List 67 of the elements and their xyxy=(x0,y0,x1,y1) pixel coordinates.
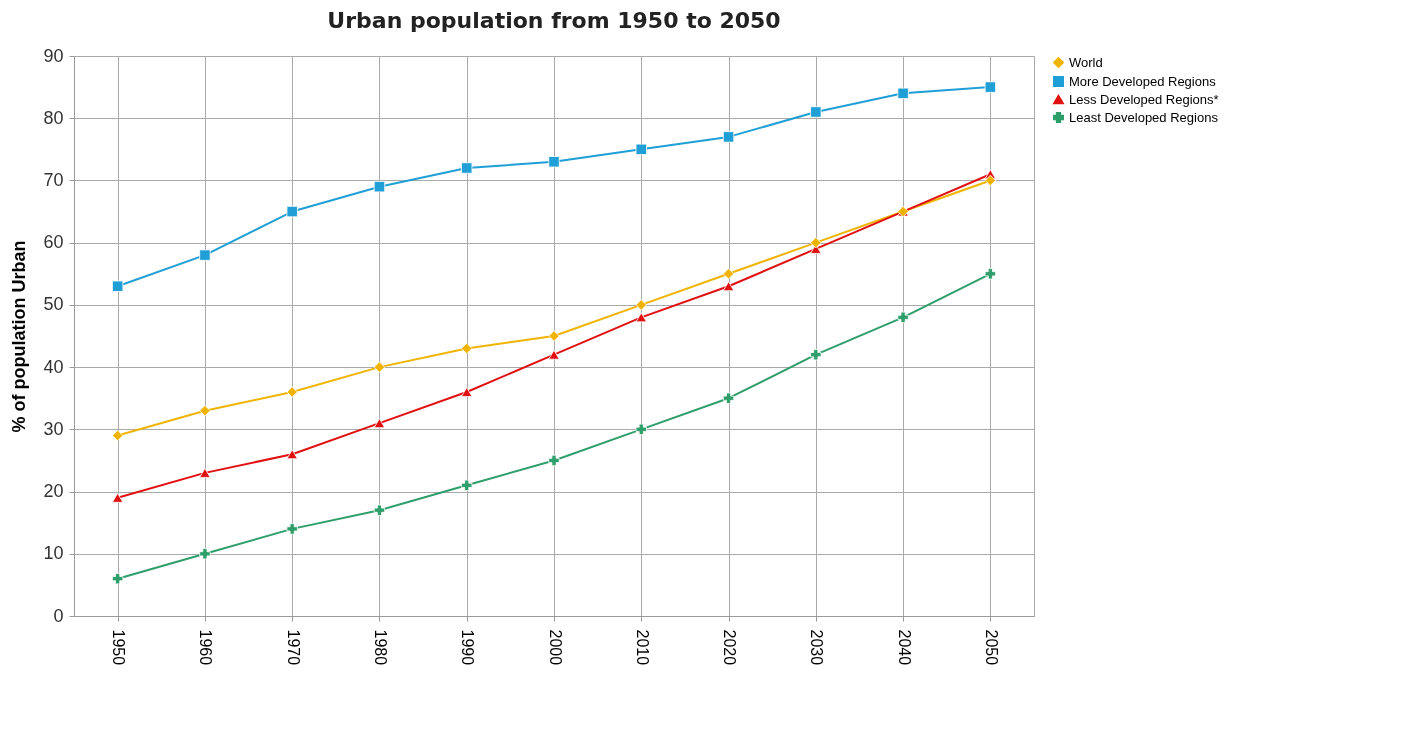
point xyxy=(461,162,473,174)
y-axis-title: % of population Urban xyxy=(9,240,30,433)
point xyxy=(199,467,211,478)
point xyxy=(810,237,822,249)
point xyxy=(635,312,647,323)
y-tick-label: 60 xyxy=(43,232,64,253)
point xyxy=(548,349,560,360)
x-tick-label: 1970 xyxy=(284,629,302,666)
point xyxy=(461,387,473,397)
point xyxy=(897,311,909,323)
point xyxy=(810,349,822,361)
point xyxy=(199,548,211,560)
point xyxy=(984,174,997,187)
y-tick-label: 80 xyxy=(43,107,64,128)
point xyxy=(635,143,647,155)
x-tick-label: 2010 xyxy=(633,629,651,666)
point xyxy=(548,330,560,342)
point xyxy=(897,87,909,99)
point xyxy=(111,280,124,292)
y-tick-label: 40 xyxy=(43,356,64,377)
x-tick-label: 1990 xyxy=(459,629,477,666)
point xyxy=(984,81,997,93)
point xyxy=(373,418,386,429)
y-tick-label: 70 xyxy=(43,169,64,190)
legend-label: Least Developed Regions xyxy=(1069,109,1219,125)
point xyxy=(286,523,298,535)
point xyxy=(111,492,124,503)
point xyxy=(461,479,473,491)
point xyxy=(810,106,822,118)
y-tick-label: 50 xyxy=(43,294,64,315)
y-tick-label: 30 xyxy=(43,418,64,439)
y-tick-label: 0 xyxy=(53,605,64,626)
x-tick-label: 2040 xyxy=(895,629,913,666)
point xyxy=(548,454,560,467)
point xyxy=(373,181,386,193)
point xyxy=(548,156,560,168)
point xyxy=(111,573,124,585)
x-tick-label: 1950 xyxy=(110,629,128,666)
point xyxy=(373,504,386,516)
y-tick-label: 20 xyxy=(43,481,64,502)
point xyxy=(461,342,473,355)
x-tick-label: 2000 xyxy=(546,629,564,666)
point xyxy=(722,268,735,280)
legend-label: More Developed Regions xyxy=(1069,73,1217,89)
point xyxy=(722,392,735,404)
point xyxy=(286,449,298,460)
legend-label: Less Developed Regions* xyxy=(1069,91,1219,107)
point xyxy=(111,429,124,442)
x-tick-label: 1980 xyxy=(371,629,389,666)
x-tick-label: 2020 xyxy=(721,629,739,666)
point xyxy=(286,205,298,218)
point xyxy=(373,361,386,373)
point xyxy=(635,299,647,311)
point xyxy=(722,281,735,292)
point xyxy=(722,131,735,143)
point xyxy=(635,423,647,435)
x-tick-label: 2030 xyxy=(808,629,826,666)
point xyxy=(286,386,298,398)
x-tick-label: 1960 xyxy=(197,629,215,666)
point xyxy=(984,268,997,280)
y-tick-label: 90 xyxy=(43,45,64,66)
legend-label: World xyxy=(1069,54,1103,70)
x-tick-label: 2050 xyxy=(982,629,1000,666)
point xyxy=(199,249,211,261)
y-tick-label: 10 xyxy=(43,543,64,564)
point xyxy=(199,405,211,417)
chart-title: Urban population from 1950 to 2050 xyxy=(327,8,781,33)
